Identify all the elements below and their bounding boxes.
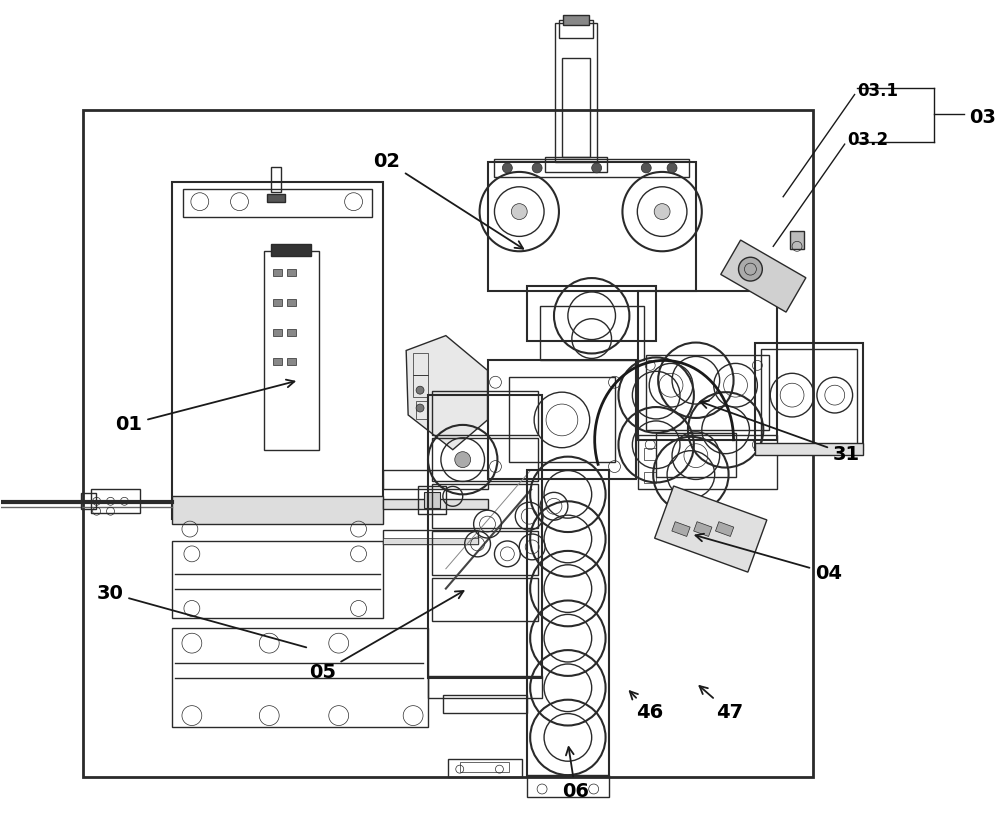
Bar xyxy=(83,110,813,777)
Bar xyxy=(527,470,609,777)
Bar xyxy=(428,396,542,678)
Polygon shape xyxy=(694,522,712,536)
Bar xyxy=(646,355,769,430)
Circle shape xyxy=(641,163,651,173)
Bar xyxy=(790,232,804,250)
Polygon shape xyxy=(655,486,767,572)
Bar xyxy=(172,496,383,524)
Bar xyxy=(91,489,140,513)
Bar xyxy=(432,438,538,481)
Bar xyxy=(644,471,656,484)
Bar xyxy=(418,486,446,514)
Bar xyxy=(273,358,282,365)
Bar xyxy=(562,58,590,157)
Bar xyxy=(172,628,428,728)
Bar xyxy=(644,447,656,460)
Bar xyxy=(488,162,696,291)
Bar xyxy=(432,485,538,528)
Bar xyxy=(448,759,522,777)
Bar xyxy=(755,343,863,450)
Bar xyxy=(383,530,478,544)
Bar xyxy=(267,194,285,202)
Bar xyxy=(424,493,440,508)
Bar xyxy=(271,167,281,192)
Text: 03.1: 03.1 xyxy=(858,82,899,100)
Bar xyxy=(413,353,428,375)
Circle shape xyxy=(416,386,424,394)
Bar xyxy=(638,435,777,489)
Bar xyxy=(264,251,319,450)
Bar xyxy=(383,499,488,509)
Circle shape xyxy=(592,163,602,173)
Polygon shape xyxy=(406,335,488,450)
Bar xyxy=(638,291,777,440)
Bar xyxy=(527,286,656,340)
Bar xyxy=(432,531,538,574)
Bar xyxy=(273,299,282,306)
Bar xyxy=(443,695,527,713)
Bar xyxy=(540,306,644,360)
Text: 31: 31 xyxy=(700,400,860,464)
Bar xyxy=(432,578,538,621)
Polygon shape xyxy=(721,240,806,312)
Text: 05: 05 xyxy=(309,591,464,682)
Circle shape xyxy=(502,163,512,173)
Bar xyxy=(273,269,282,276)
Bar xyxy=(416,401,428,419)
Text: 46: 46 xyxy=(630,691,664,722)
Circle shape xyxy=(654,204,670,219)
Text: 30: 30 xyxy=(97,583,306,648)
Circle shape xyxy=(511,204,527,219)
Text: 02: 02 xyxy=(373,152,523,249)
Bar xyxy=(488,360,636,480)
Bar xyxy=(761,349,857,444)
Bar xyxy=(509,377,615,461)
Text: 47: 47 xyxy=(699,686,743,722)
Bar xyxy=(383,470,488,489)
Bar xyxy=(755,442,863,455)
Bar xyxy=(287,358,296,365)
Bar xyxy=(559,20,593,38)
Bar xyxy=(563,15,589,25)
Polygon shape xyxy=(672,522,690,536)
Bar xyxy=(273,329,282,335)
Bar xyxy=(460,762,509,772)
Bar xyxy=(494,159,689,177)
Circle shape xyxy=(416,404,424,412)
Text: 03.2: 03.2 xyxy=(848,131,889,149)
Circle shape xyxy=(667,163,677,173)
Bar xyxy=(271,245,311,256)
Bar xyxy=(183,189,372,217)
Bar xyxy=(555,23,597,162)
Bar xyxy=(432,391,538,435)
Bar xyxy=(545,157,607,172)
Bar xyxy=(527,775,609,797)
Text: 01: 01 xyxy=(115,380,294,434)
Circle shape xyxy=(739,257,762,281)
Bar xyxy=(172,541,383,618)
Bar xyxy=(172,182,383,519)
Circle shape xyxy=(532,163,542,173)
Bar xyxy=(383,538,478,544)
Bar xyxy=(656,433,736,477)
Polygon shape xyxy=(715,522,734,536)
Text: 06: 06 xyxy=(562,747,589,801)
Circle shape xyxy=(455,452,471,467)
Bar xyxy=(81,494,96,509)
Bar xyxy=(287,299,296,306)
Text: 04: 04 xyxy=(696,534,842,583)
Bar xyxy=(428,676,542,698)
Text: 03: 03 xyxy=(969,108,996,127)
Bar xyxy=(287,269,296,276)
Bar xyxy=(413,375,428,397)
Bar xyxy=(287,329,296,335)
